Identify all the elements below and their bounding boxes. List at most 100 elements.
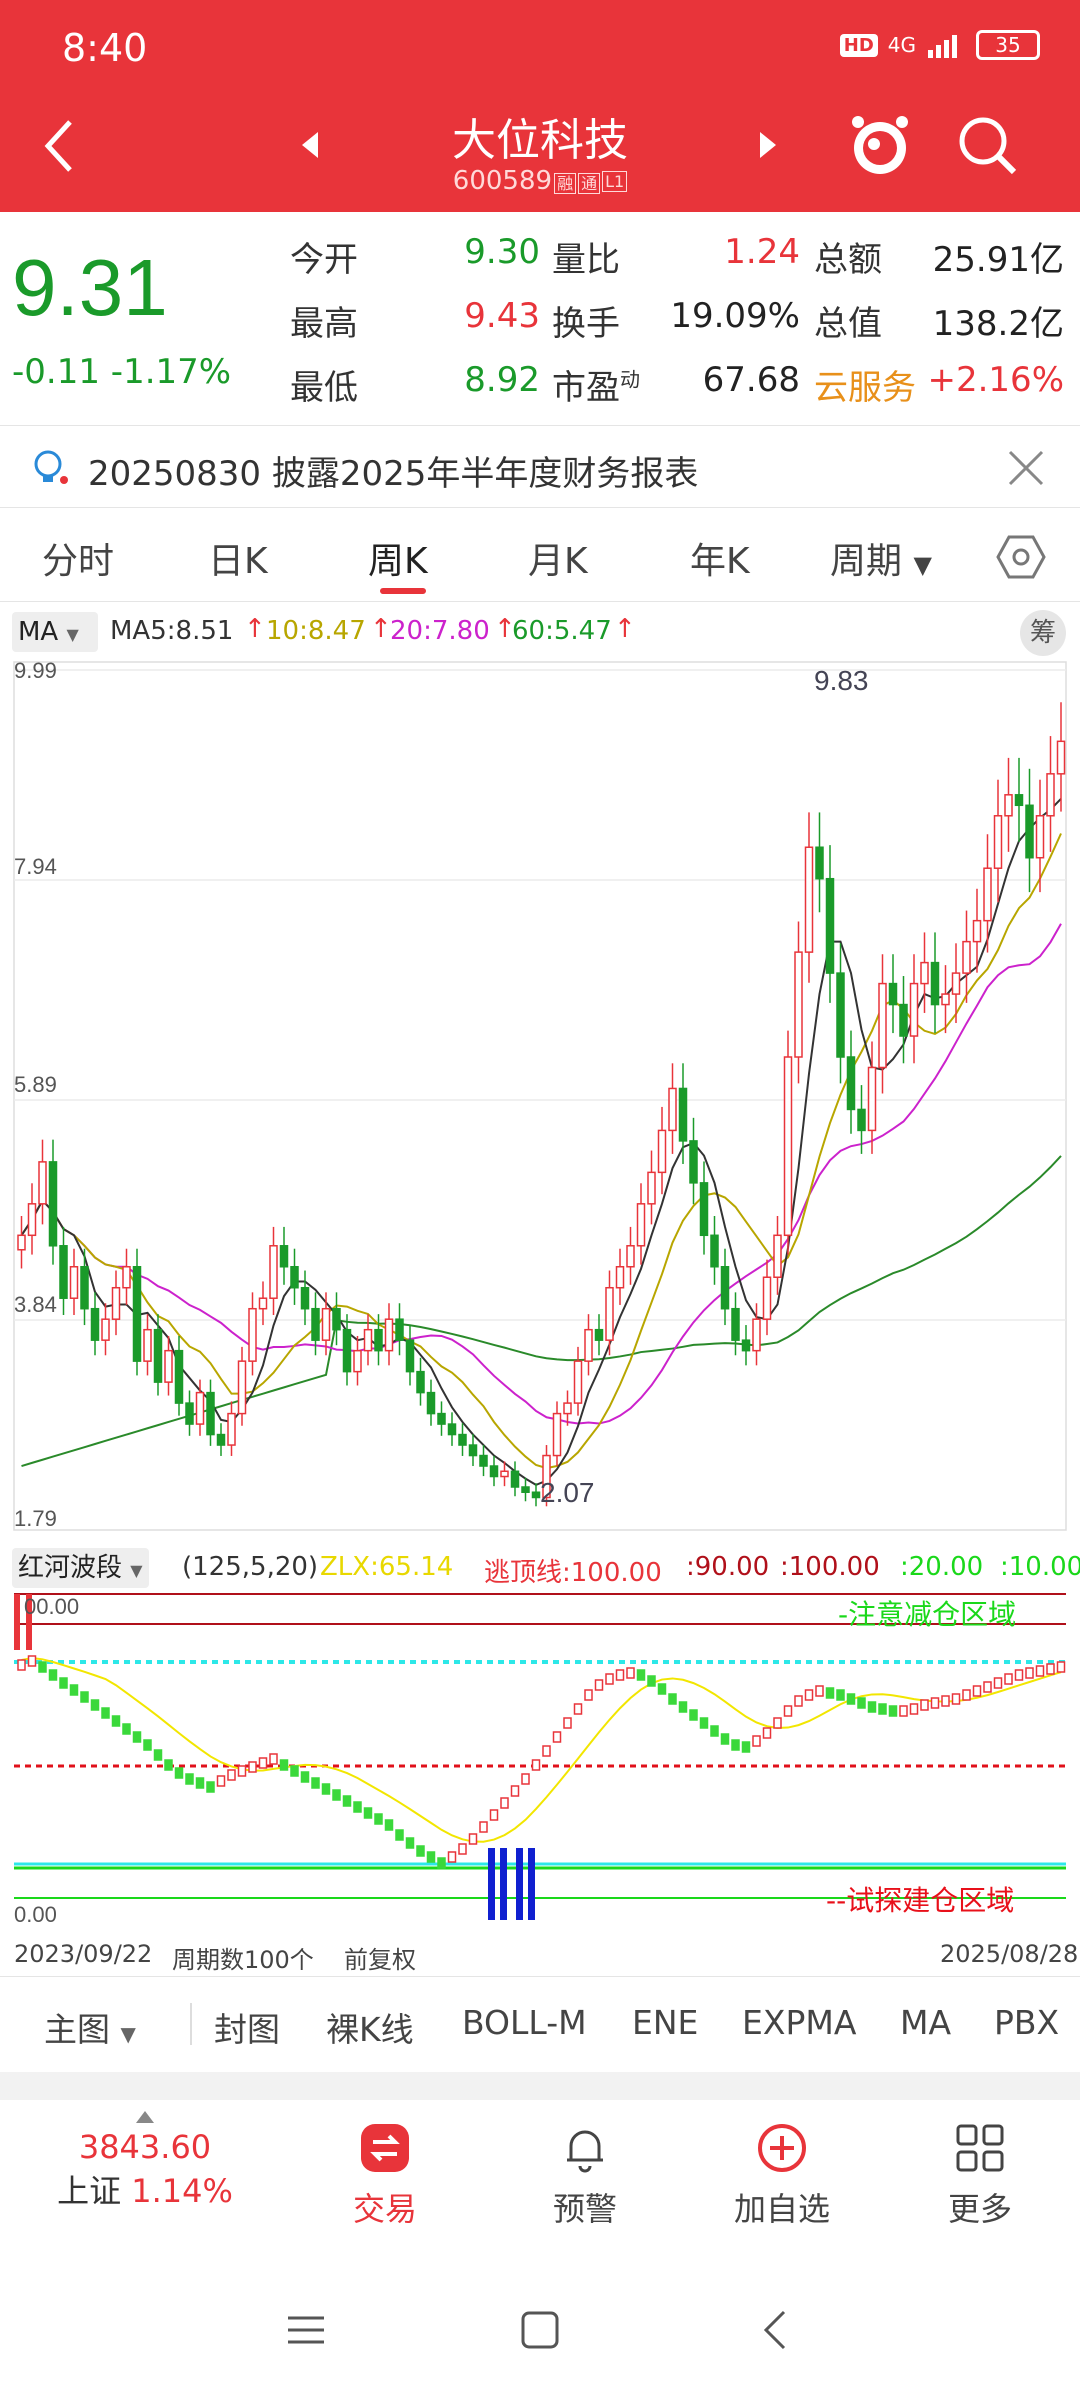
indicator-naked-k[interactable]: 裸K线 <box>326 2010 414 2049</box>
sector-name[interactable]: 云服务 <box>814 368 916 408</box>
main-chart-selector[interactable]: 主图 ▼ <box>44 2010 136 2049</box>
tab-daily[interactable]: 日K <box>208 541 268 582</box>
indicator-step <box>311 1777 320 1789</box>
indicator-boll-m[interactable]: BOLL-M <box>462 2003 587 2042</box>
indicator-pbx[interactable]: PBX <box>994 2003 1060 2042</box>
candle-body <box>563 1402 572 1415</box>
menu-icon[interactable] <box>286 2310 326 2350</box>
notice-bar[interactable]: 20250830 披露2025年半年度财务报表 <box>0 428 1080 508</box>
assistant-icon[interactable] <box>848 110 912 180</box>
candle-body <box>500 1470 509 1478</box>
tab-intraday[interactable]: 分时 <box>42 541 115 582</box>
tab-period[interactable]: 周期 ▼ <box>830 541 932 582</box>
candle-body <box>206 1391 215 1436</box>
tab-monthly[interactable]: 月K <box>528 541 588 582</box>
indicator-fengtu[interactable]: 封图 <box>214 2010 280 2049</box>
grid-icon <box>956 2124 1004 2172</box>
candle-body <box>731 1307 740 1341</box>
toolbar-divider <box>190 2003 192 2045</box>
candle-body <box>321 1307 331 1341</box>
candle-body <box>510 1470 520 1488</box>
hd-icon: HD <box>839 33 878 57</box>
prev-stock-icon[interactable] <box>298 130 322 160</box>
indicator-step <box>342 1795 352 1807</box>
nav-add-watchlist[interactable]: 加自选 <box>682 2120 882 2230</box>
signal-icon <box>928 35 957 58</box>
bottom-signal-bar <box>516 1848 523 1920</box>
candle-body <box>227 1412 236 1446</box>
tab-yearly[interactable]: 年K <box>690 541 750 582</box>
candle-body <box>122 1266 131 1289</box>
indicator-step <box>17 1659 26 1671</box>
indicator-ma[interactable]: MA <box>900 2003 952 2042</box>
nav-more[interactable]: 更多 <box>880 2120 1080 2230</box>
indicator-step <box>584 1689 593 1701</box>
candle-body <box>153 1328 163 1383</box>
home-icon[interactable] <box>520 2310 560 2350</box>
back-icon[interactable] <box>40 118 80 174</box>
candle-body <box>80 1266 89 1310</box>
indicator-step <box>951 1693 961 1705</box>
zone-build-label: --试探建仓区域 <box>826 1884 1014 1917</box>
close-icon[interactable] <box>1006 448 1046 488</box>
indicator-zlx: ZLX:65.14 <box>320 1552 454 1582</box>
y-tick-4: 3.84 <box>14 1292 57 1317</box>
indicator-selector[interactable]: 红河波段 ▼ <box>12 1548 149 1588</box>
chip-distribution-button[interactable]: 筹 <box>1020 610 1066 656</box>
ma10-value: 10:8.47 <box>266 616 366 646</box>
back-nav-icon[interactable] <box>756 2310 796 2350</box>
value-market-cap: 138.2亿 <box>932 304 1064 344</box>
indicator-ene[interactable]: ENE <box>632 2003 699 2042</box>
tag-margin: 融 <box>554 172 577 194</box>
nav-trade[interactable]: 交易 <box>285 2120 485 2230</box>
candle-body <box>1046 773 1055 817</box>
indicator-step <box>258 1757 268 1769</box>
candle-body <box>846 1056 856 1111</box>
index-name: 上证 <box>57 2172 122 2210</box>
candle-body <box>542 1454 551 1499</box>
candle-body <box>626 1245 635 1268</box>
ma-selector[interactable]: MA ▼ <box>12 612 98 652</box>
indicator-step <box>773 1717 782 1729</box>
indicator-step <box>132 1731 142 1743</box>
indicator-v20: :20.00 <box>900 1552 984 1582</box>
value-volume-ratio: 1.24 <box>724 232 800 272</box>
indicator-toolbar: 主图 ▼ 封图 裸K线 BOLL-M ENE EXPMA MA PBX <box>0 1976 1080 2072</box>
indicator-step <box>605 1673 614 1685</box>
indicator-step <box>1004 1673 1013 1685</box>
indicator-step <box>962 1689 971 1701</box>
indicator-step <box>699 1717 709 1729</box>
indicator-expma[interactable]: EXPMA <box>742 2003 857 2042</box>
ma20-value: 20:7.80 <box>390 616 490 646</box>
indicator-step <box>332 1789 341 1801</box>
search-icon[interactable] <box>956 114 1020 178</box>
tab-weekly[interactable]: 周K <box>368 541 428 582</box>
indicator-step <box>983 1681 992 1693</box>
sector-change[interactable]: +2.16% <box>927 360 1065 400</box>
indicator-step <box>1046 1663 1055 1675</box>
adjust-type[interactable]: 前复权 <box>344 1946 416 1974</box>
indicator-chart[interactable]: 00.00 0.00 -注意减仓区域 --试探建仓区域 <box>0 1590 1080 1930</box>
bottom-nav: 3843.60 上证 1.14% 交易 预警 加自选 更多 <box>0 2100 1080 2270</box>
indicator-step <box>720 1733 730 1745</box>
candle-body <box>878 982 887 1069</box>
ma60-up-arrow: ↑ <box>614 614 636 644</box>
label-high: 最高 <box>290 304 358 344</box>
candle-body <box>951 972 961 995</box>
candlestick-chart[interactable]: 9.99 7.94 5.89 3.84 1.79 9.83 2.07 <box>0 660 1080 1540</box>
y-tick-2: 7.94 <box>14 854 57 879</box>
indicator-step <box>731 1739 740 1751</box>
indicator-step <box>395 1829 404 1841</box>
indicator-step <box>710 1725 719 1737</box>
indicator-step <box>626 1667 635 1679</box>
candle-body <box>668 1087 677 1132</box>
settings-hexagon-icon[interactable] <box>996 534 1046 580</box>
notice-text: 20250830 披露2025年半年度财务报表 <box>88 454 699 494</box>
indicator-step <box>143 1739 152 1751</box>
indicator-step <box>363 1807 373 1819</box>
next-stock-icon[interactable] <box>756 130 780 160</box>
candle-body <box>920 961 929 985</box>
indicator-step <box>300 1771 310 1783</box>
nav-alert[interactable]: 预警 <box>485 2120 685 2230</box>
index-quote[interactable]: 3843.60 上证 1.14% <box>40 2100 250 2250</box>
